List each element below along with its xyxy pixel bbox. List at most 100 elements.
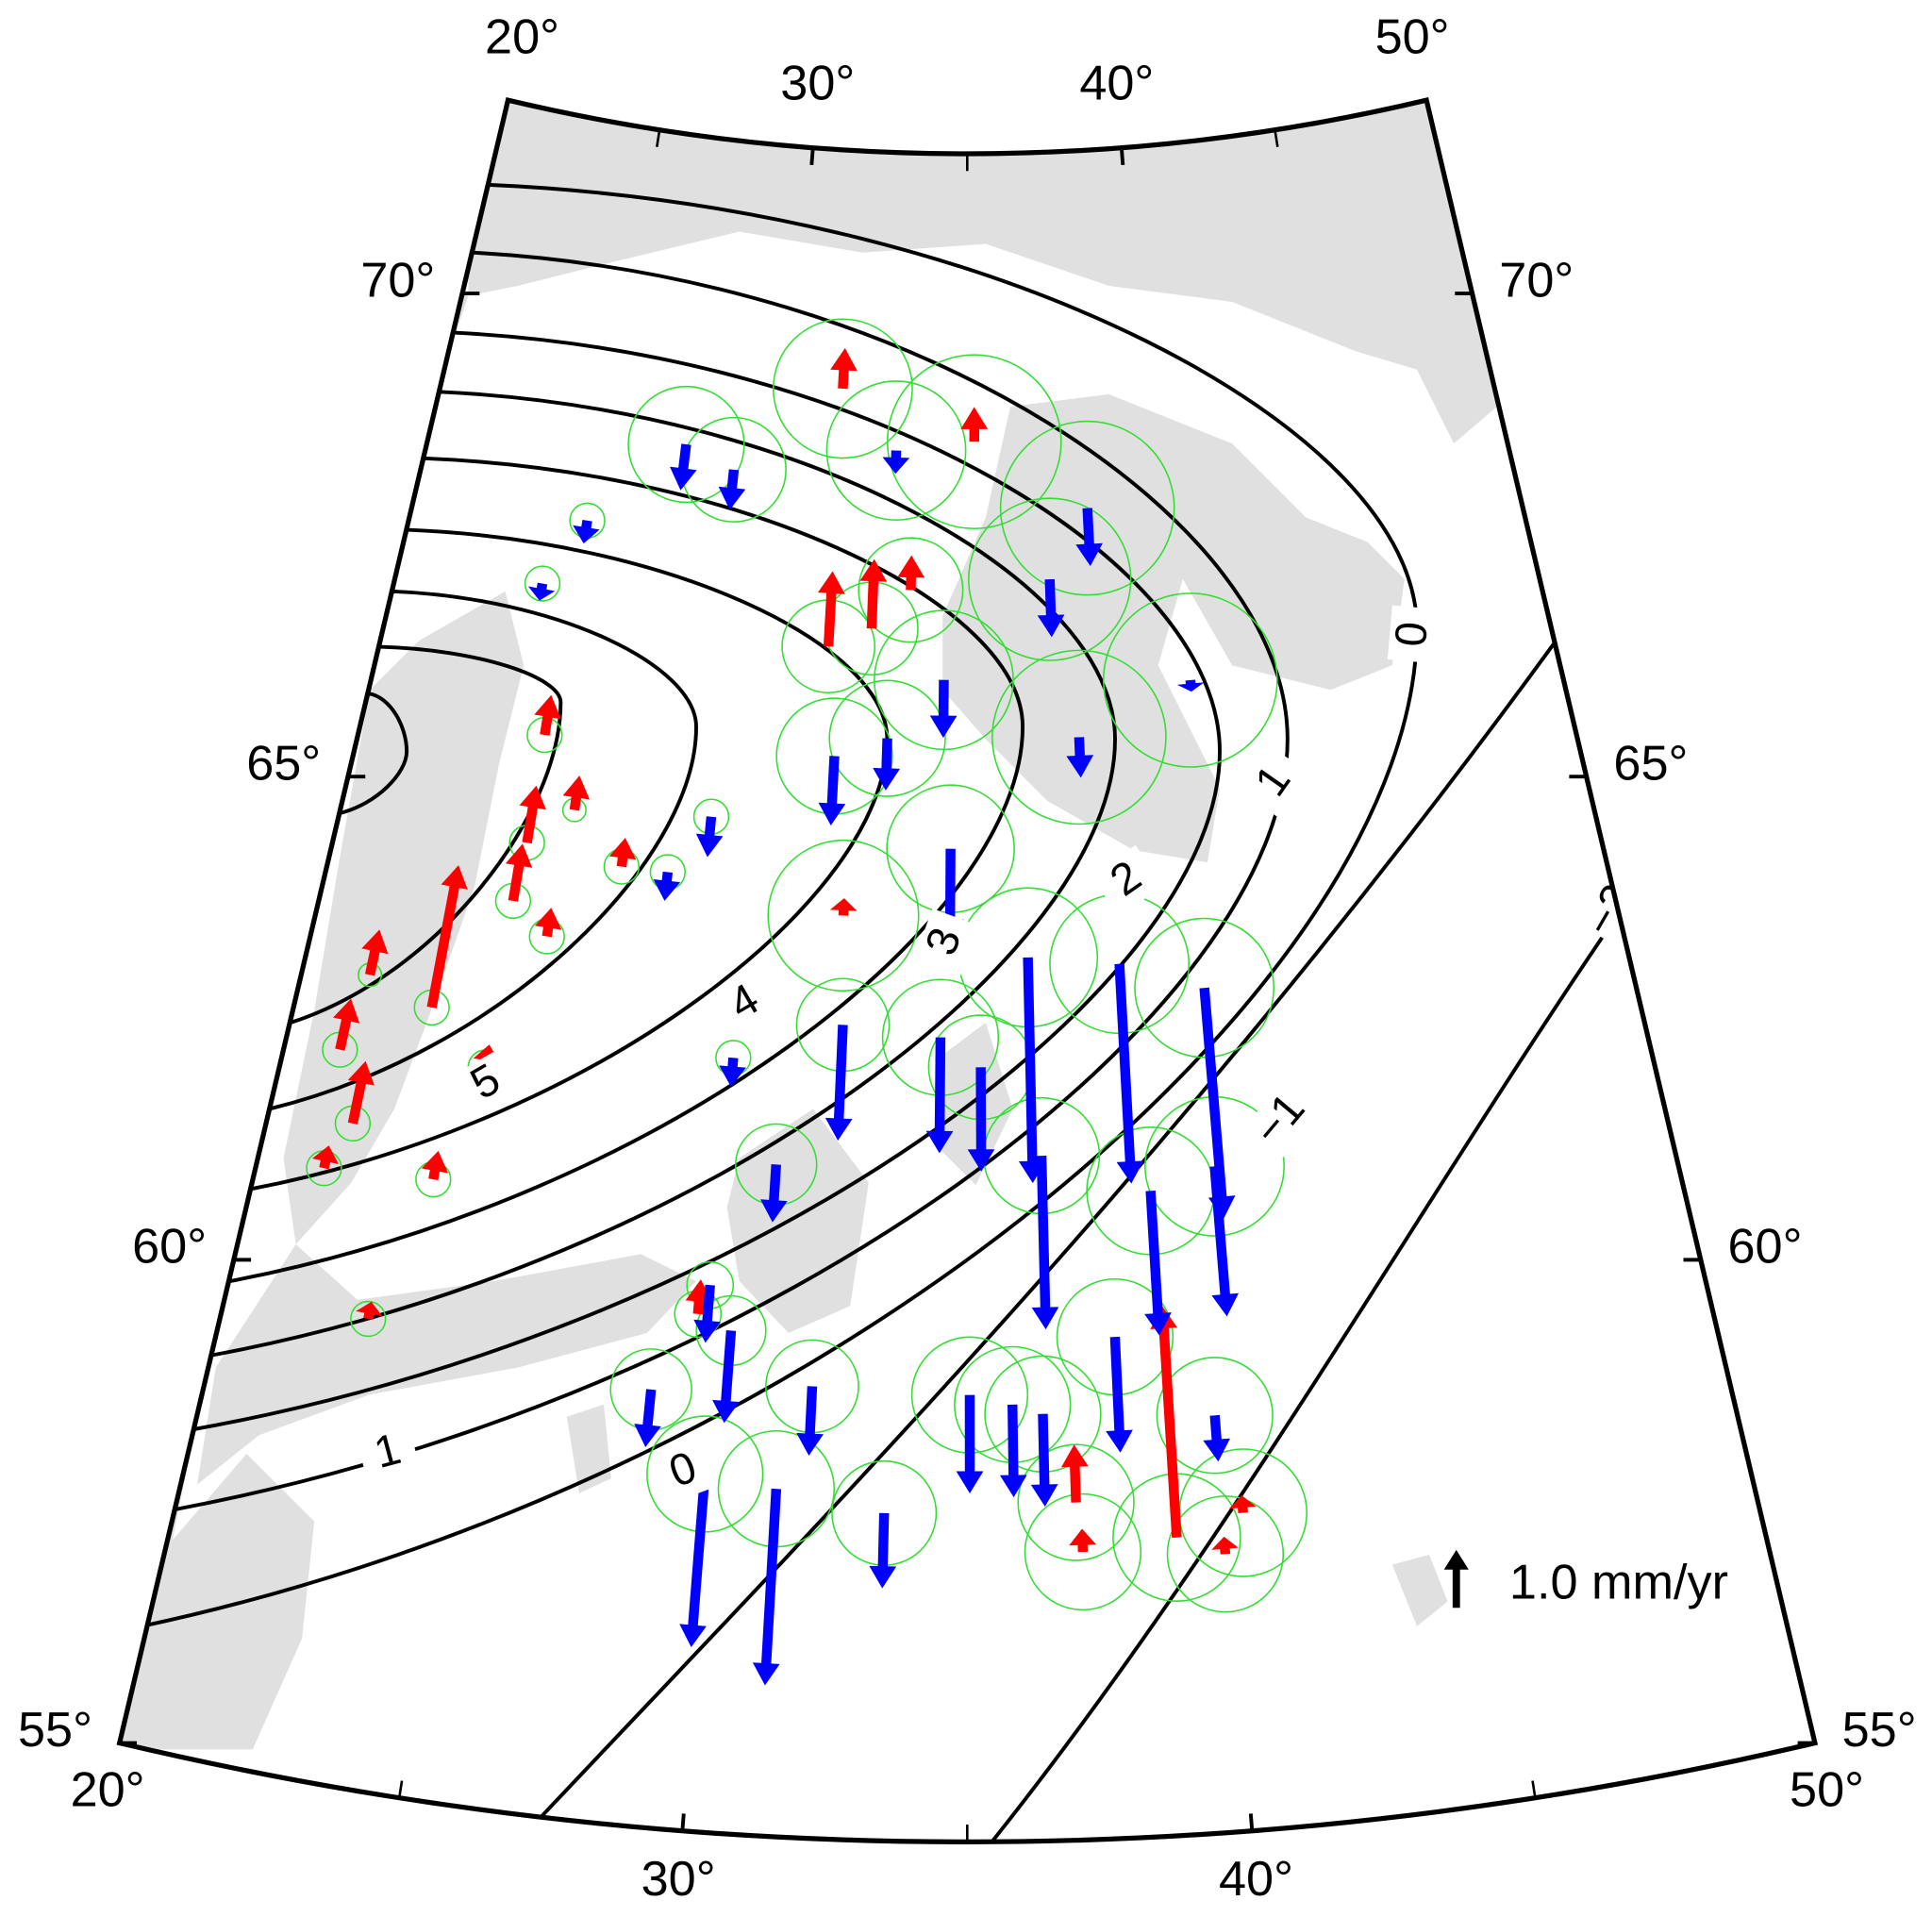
lon-tick-label: 50°: [1375, 9, 1450, 64]
uplift-arrow: [311, 1145, 340, 1170]
subsidence-arrow: [670, 443, 697, 491]
subsidence-arrow: [956, 1394, 984, 1494]
gulf-of-bothnia: [283, 591, 525, 1244]
subsidence-arrow: [873, 738, 900, 791]
error-circle: [1024, 1492, 1142, 1611]
legend: 1.0 mm/yr: [1443, 1549, 1728, 1610]
lon-tick: [117, 1725, 125, 1743]
subsidence-arrow: [882, 450, 910, 475]
error-circle: [1134, 917, 1275, 1059]
white-sea: [942, 393, 1405, 863]
uplift-arrow: [830, 348, 858, 390]
contour-label-bg: [709, 969, 782, 1040]
contour-line: [516, 639, 1558, 1842]
lon-minor-tick: [656, 129, 661, 147]
subsidence-arrow: [936, 848, 964, 942]
lon-tick: [680, 1813, 686, 1831]
map-frame: [116, 97, 1819, 1844]
error-circle: [825, 380, 967, 522]
lat-tick-label: 55°: [1842, 1703, 1917, 1758]
uplift-arrow: [562, 775, 591, 811]
subsidence-arrow: [695, 816, 724, 858]
gulf-of-finland: [197, 1243, 697, 1485]
subsidence-arrow: [869, 1512, 897, 1589]
contour-line-unlabeled: [269, 589, 698, 1111]
lon-minor-tick: [397, 1780, 404, 1798]
error-circle: [1156, 1357, 1274, 1475]
contour-line: [990, 904, 1625, 1842]
lon-tick-label: 40°: [1079, 56, 1154, 110]
contour-label-bg: [650, 1440, 718, 1505]
subsidence-arrow: [653, 871, 681, 901]
contour-label-bg: [451, 1049, 523, 1120]
subsidence-arrow: [824, 1025, 853, 1142]
subsidence-arrow: [1203, 1414, 1230, 1462]
contour-line-unlabeled: [340, 692, 409, 815]
error-circle: [772, 318, 913, 459]
lon-tick-label: 30°: [641, 1852, 716, 1907]
error-circle: [1166, 1495, 1285, 1613]
lat-tick-label: 55°: [18, 1703, 92, 1758]
subsidence-arrow: [1209, 1165, 1239, 1317]
contour-line-unlabeled: [290, 644, 563, 1025]
lon-tick: [502, 99, 510, 118]
error-circle: [627, 385, 745, 504]
lon-tick: [1424, 99, 1433, 118]
subsidence-arrow: [634, 1389, 661, 1447]
uplift-arrow: [1211, 1536, 1239, 1555]
error-circle: [350, 1300, 387, 1338]
barents-sea: [468, 100, 1497, 444]
subsidence-arrow: [1037, 578, 1065, 638]
uplift-arrow: [1228, 1495, 1257, 1513]
error-circle: [1017, 1443, 1135, 1561]
uplift-arrow: [897, 555, 925, 591]
subsidence-arrow: [1144, 1190, 1172, 1336]
uplift-arrow: [534, 694, 561, 736]
uplift-arrow: [829, 898, 858, 916]
subsidence-arrow: [1106, 1336, 1133, 1453]
uplift-arrow: [1069, 1528, 1096, 1553]
subsidence-arrow: [1176, 679, 1205, 692]
lon-tick-label: 30°: [780, 56, 855, 110]
lake-peipus: [566, 1404, 611, 1493]
contour-label-bg: [1239, 745, 1311, 819]
contour-line: [228, 456, 1025, 1284]
graticule: 20°20°30°30°40°40°50°50°55° 55°60° 60°65° 6…: [18, 9, 1917, 1907]
contour-label-bg: [1387, 605, 1441, 664]
contour-line: [141, 182, 1419, 1628]
uplift-arrow: [505, 843, 533, 902]
lon-tick-label: 20°: [485, 9, 559, 64]
lon-minor-tick: [1274, 129, 1279, 147]
uplift-arrow: [333, 998, 360, 1051]
error-circle: [767, 839, 920, 992]
subsidence-arrow: [719, 1057, 746, 1087]
lat-tick-label: 65°: [1613, 737, 1688, 792]
contour-line: [211, 390, 1117, 1358]
lat-tick-label: 70°: [360, 253, 435, 308]
subsidence-arrow: [818, 756, 846, 826]
contour-label-bg: [913, 908, 979, 976]
lon-tick: [1808, 1725, 1817, 1743]
lon-tick-label: 50°: [1790, 1763, 1864, 1818]
subsidence-arrow: [1066, 737, 1094, 778]
uplift-arrow: [859, 558, 888, 629]
error-circle: [858, 537, 964, 643]
rybinsk-reservoir: [1391, 1555, 1448, 1626]
subsidence-arrow: [1030, 1413, 1058, 1507]
uplift-arrow: [519, 785, 546, 844]
uplift-arrow: [1150, 1306, 1182, 1539]
baltic-sea: [121, 1453, 315, 1750]
lon-tick: [809, 147, 815, 166]
uplift-arrow: [960, 407, 989, 442]
subsidence-arrow: [573, 519, 600, 544]
lon-tick-label: 20°: [71, 1763, 145, 1818]
lat-tick-label: 60°: [132, 1220, 207, 1275]
contour-label-bg: [1244, 1084, 1318, 1159]
subsidence-arrow: [712, 1330, 740, 1424]
subsidence-arrow: [1199, 987, 1236, 1219]
contour-line: [194, 330, 1222, 1431]
contours: [141, 182, 1625, 1842]
uplift-arrow: [347, 1060, 375, 1125]
subsidence-arrow: [693, 1284, 721, 1343]
subsidence-arrow: [925, 1037, 954, 1154]
